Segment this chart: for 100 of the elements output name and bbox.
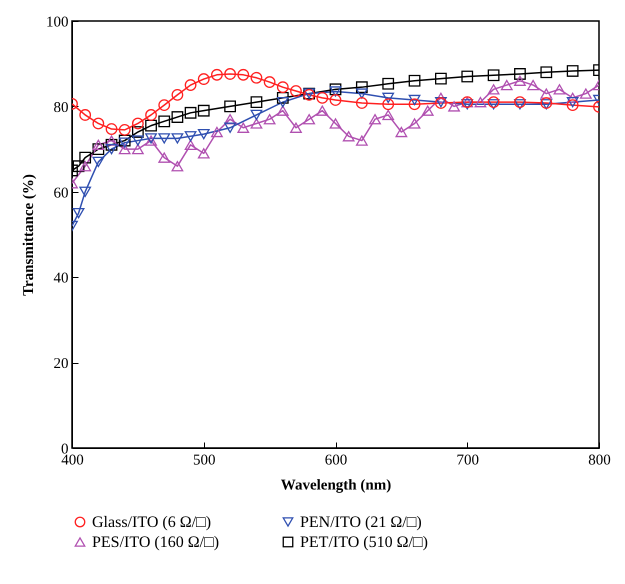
x-axis-title: Wavelength (nm) xyxy=(280,478,392,494)
point xyxy=(132,126,144,138)
point xyxy=(488,96,500,108)
point xyxy=(566,92,579,104)
point xyxy=(580,88,592,99)
point xyxy=(72,208,84,218)
point xyxy=(264,76,276,88)
point xyxy=(316,105,328,116)
point xyxy=(527,80,540,90)
point xyxy=(172,160,184,172)
point xyxy=(303,114,316,124)
point xyxy=(79,186,92,197)
point xyxy=(356,135,368,146)
point xyxy=(514,99,526,110)
point xyxy=(514,76,526,86)
x-tick-label: 700 xyxy=(456,452,479,468)
point xyxy=(566,65,579,77)
point xyxy=(514,96,526,108)
point xyxy=(276,96,289,108)
point xyxy=(92,118,104,130)
point xyxy=(382,110,394,120)
point xyxy=(198,104,210,117)
point xyxy=(290,85,302,97)
point xyxy=(540,66,552,78)
point xyxy=(488,69,500,82)
point xyxy=(184,140,196,150)
point xyxy=(276,81,289,94)
point xyxy=(158,133,170,144)
point xyxy=(342,131,355,142)
point xyxy=(382,78,394,90)
point xyxy=(106,144,118,154)
point xyxy=(356,97,368,109)
point xyxy=(566,99,579,112)
point xyxy=(198,128,210,140)
point xyxy=(566,96,579,108)
point xyxy=(106,123,118,135)
point xyxy=(500,80,513,90)
point xyxy=(172,88,184,101)
point xyxy=(79,160,92,172)
point xyxy=(132,135,144,146)
point xyxy=(408,74,420,87)
point xyxy=(211,68,223,81)
point xyxy=(382,92,394,104)
point xyxy=(79,109,92,121)
point xyxy=(474,96,486,108)
point xyxy=(356,88,368,99)
point xyxy=(106,135,118,146)
point xyxy=(237,68,250,81)
point xyxy=(158,152,170,163)
point xyxy=(237,122,250,133)
point xyxy=(224,114,236,124)
point xyxy=(264,114,276,124)
point xyxy=(435,92,447,104)
point xyxy=(461,99,474,110)
y-tick-label: 80 xyxy=(54,100,68,116)
point xyxy=(540,88,552,99)
point xyxy=(330,86,342,97)
point xyxy=(330,94,342,106)
point xyxy=(356,81,368,94)
point xyxy=(184,106,196,119)
y-tick-label: 20 xyxy=(54,356,68,372)
point xyxy=(395,126,408,138)
point xyxy=(276,105,289,116)
point xyxy=(224,122,236,133)
point xyxy=(198,148,210,159)
point xyxy=(132,118,144,130)
y-axis-title: Transmittance (%) xyxy=(21,174,37,296)
y-tick-label: 100 xyxy=(46,14,68,30)
point xyxy=(250,118,262,129)
point xyxy=(408,94,420,106)
point xyxy=(290,122,302,133)
point xyxy=(118,134,131,146)
point xyxy=(79,152,92,164)
point xyxy=(145,120,157,132)
point xyxy=(316,92,328,104)
point xyxy=(408,98,420,110)
point xyxy=(408,118,420,129)
point xyxy=(224,68,236,80)
legend-label: PET/ITO (510 Ω/□) xyxy=(300,534,428,551)
point xyxy=(92,140,104,150)
point xyxy=(422,105,434,116)
point xyxy=(461,70,474,82)
point xyxy=(448,101,460,112)
point xyxy=(92,143,104,155)
point xyxy=(92,156,104,168)
y-tick-label: 40 xyxy=(54,270,68,287)
legend-label: Glass/ITO (6 Ω/□) xyxy=(92,514,212,531)
point xyxy=(118,124,131,136)
x-tick-label: 600 xyxy=(324,452,348,468)
legend-label: PEN/ITO (21 Ω/□) xyxy=(300,514,422,531)
y-tick-label: 60 xyxy=(54,185,68,202)
point xyxy=(172,133,184,144)
point xyxy=(488,99,500,110)
point xyxy=(145,109,157,121)
point xyxy=(382,98,394,110)
legend-label: PES/ITO (160 Ω/□) xyxy=(92,534,220,551)
point xyxy=(106,138,118,151)
x-tick-label: 800 xyxy=(588,452,611,468)
point xyxy=(276,92,289,104)
point xyxy=(211,126,223,138)
